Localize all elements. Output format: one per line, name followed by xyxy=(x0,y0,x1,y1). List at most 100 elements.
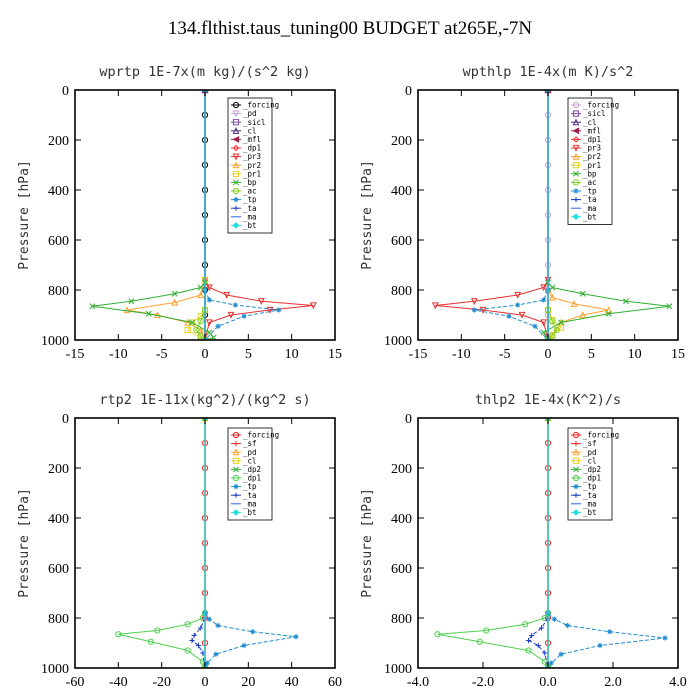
series-line-bp xyxy=(92,282,215,340)
legend-entry-label: _dp1 xyxy=(583,135,601,144)
panel-thlp2: thlp2 1E-4x(K^2)/s Pressure [hPa] -4.0 -2.0… xyxy=(360,392,687,690)
legend-marker xyxy=(232,135,240,143)
x-tick-label: -15 xyxy=(409,347,428,362)
legend-marker xyxy=(572,136,580,143)
legend-entry-label: _pr3 xyxy=(583,144,601,153)
data-point-tp xyxy=(548,660,554,666)
legend-entry-label: _cl xyxy=(243,126,257,135)
x-tick-label: -20 xyxy=(152,675,171,690)
legend-entry-label: _forcing xyxy=(583,431,619,440)
data-point-bp xyxy=(197,284,204,291)
data-point-bp xyxy=(145,310,152,317)
y-tick-label: 400 xyxy=(391,512,412,527)
legend-marker xyxy=(572,213,580,221)
y-tick-label: 600 xyxy=(48,562,69,577)
legend-marker xyxy=(232,161,240,169)
legend-marker xyxy=(232,101,240,109)
series-line-dp1 xyxy=(118,612,206,668)
data-point-tp xyxy=(232,302,238,308)
data-point-bp xyxy=(579,290,586,297)
x-tick-label: 2.0 xyxy=(604,675,622,690)
x-tick-label: -5 xyxy=(156,347,168,362)
legend-entry-label: _dp2 xyxy=(243,465,261,474)
data-point-tp xyxy=(204,660,210,666)
figure-title: 134.flthist.taus_tuning00 BUDGET at265E,… xyxy=(167,18,533,39)
legend-entry-label: _mfl xyxy=(583,126,601,135)
data-point-dp1 xyxy=(525,647,532,654)
legend-entry-label: _bt xyxy=(243,508,257,517)
x-tick-label: 10 xyxy=(285,347,299,362)
data-point-dp2 xyxy=(202,418,208,421)
legend-marker xyxy=(233,197,239,203)
data-point-pr2 xyxy=(579,311,587,319)
data-point-tp xyxy=(206,297,212,303)
legend-entry-label: _dp1 xyxy=(243,144,261,153)
data-point-dp2 xyxy=(545,418,551,421)
data-point-tp xyxy=(607,629,613,635)
data-point-dp1 xyxy=(483,627,490,634)
data-point-tp xyxy=(506,313,512,319)
data-point-ta xyxy=(529,632,535,639)
legend-marker xyxy=(572,110,580,117)
y-tick-label: 200 xyxy=(48,462,69,477)
data-point-ta xyxy=(191,632,197,639)
data-point-ta xyxy=(542,650,548,656)
legend-marker xyxy=(572,474,580,482)
x-tick-label: 15 xyxy=(671,347,685,362)
y-tick-label: 800 xyxy=(391,284,412,299)
y-tick-label: 1000 xyxy=(41,334,69,349)
y-tick-label: 200 xyxy=(48,134,69,149)
y-tick-label: 800 xyxy=(48,612,69,627)
x-tick-label: 20 xyxy=(241,675,255,690)
x-tick-label: -2.0 xyxy=(472,675,494,690)
legend-entry-label: _bp xyxy=(583,169,597,178)
x-tick-label: 15 xyxy=(328,347,342,362)
legend-marker xyxy=(573,492,579,498)
data-point-pr3 xyxy=(257,298,265,305)
legend-marker xyxy=(572,127,580,135)
data-point-tp xyxy=(558,651,564,657)
y-tick-label: 600 xyxy=(391,562,412,577)
data-point-pr2 xyxy=(197,291,205,299)
data-point-tp xyxy=(597,642,603,649)
data-point-pr2 xyxy=(605,306,613,314)
data-point-pr3 xyxy=(205,284,213,292)
legend-entry-label: _tp xyxy=(583,187,597,196)
panel-wprtp: wprtp 1E-7x(m kg)/(s^2 kg) Pressure [hPa]… xyxy=(17,64,342,362)
data-point-tp xyxy=(276,307,282,313)
data-point-tp xyxy=(551,616,558,622)
legend-box xyxy=(567,97,613,225)
legend-entry-label: _ma xyxy=(243,499,257,508)
legend-entry-label: _cl xyxy=(243,456,257,465)
legend: _forcing_pd_sicl_cl_mfl_dp1_pr3_pr2_pr1_… xyxy=(227,97,279,234)
legend-entry-label: _sf xyxy=(243,439,257,448)
legend-marker xyxy=(573,466,579,473)
data-point-bp xyxy=(171,290,178,297)
legend-marker xyxy=(572,509,580,516)
series-line-pr3 xyxy=(435,279,549,340)
y-tick-label: 1000 xyxy=(384,334,412,349)
data-point-pr2 xyxy=(123,306,131,314)
data-point-pr3 xyxy=(223,291,231,299)
x-tick-label: 60 xyxy=(328,675,342,690)
x-tick-label: 0 xyxy=(202,675,209,690)
legend-marker xyxy=(232,153,240,161)
data-point-pr3 xyxy=(540,319,548,327)
x-tick-label: -10 xyxy=(452,347,471,362)
data-point-tp xyxy=(206,616,212,622)
legend-entry-label: _cl xyxy=(583,118,597,127)
legend: _forcing_sf_pd_cl_dp2_dp1_tp_ta_ma_bt xyxy=(227,427,279,521)
data-point-pr3 xyxy=(227,311,235,319)
legend-entry-label: _mfl xyxy=(243,135,261,144)
x-tick-label: -15 xyxy=(66,347,85,362)
y-tick-label: 400 xyxy=(391,184,412,199)
legend-marker xyxy=(232,119,240,126)
y-tick-label: 200 xyxy=(391,134,412,149)
legend-marker xyxy=(233,441,239,447)
y-tick-label: 1000 xyxy=(41,662,69,677)
y-tick-label: 800 xyxy=(48,284,69,299)
legend-entry-label: _dp2 xyxy=(583,465,601,474)
panel-title: rtp2 1E-11x(kg^2)/(kg^2 s) xyxy=(99,392,310,408)
legend-entry-label: _sicl xyxy=(583,109,606,118)
